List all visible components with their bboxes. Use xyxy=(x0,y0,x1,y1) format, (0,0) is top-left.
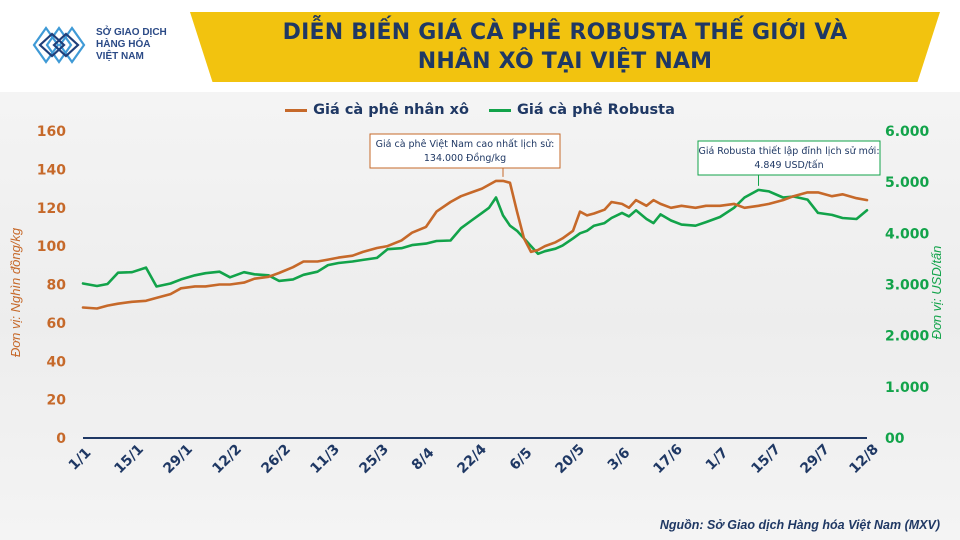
x-tick-label: 8/4 xyxy=(409,445,438,474)
x-tick-label: 26/2 xyxy=(258,441,294,477)
x-tick-label: 20/5 xyxy=(552,441,588,477)
y-right-tick-label: 6.000 xyxy=(885,124,930,140)
mxv-logo: SỞ GIAO DỊCH HÀNG HÓA VIỆT NAM xyxy=(8,12,190,78)
annotation-domestic-peak-line-1: Giá cà phê Việt Nam cao nhất lịch sử: xyxy=(376,139,555,150)
legend-swatch-orange xyxy=(285,108,308,112)
logo-line-2: HÀNG HÓA xyxy=(96,39,151,50)
annotation-domestic-peak-box xyxy=(369,133,561,169)
logo-mark-icon xyxy=(32,26,86,64)
y-left-tick-label: 100 xyxy=(37,239,66,255)
y-left-tick-label: 20 xyxy=(47,393,67,409)
y-right-axis-label: Đơn vị: USD/tấn xyxy=(929,246,944,340)
title-banner: DIỄN BIẾN GIÁ CÀ PHÊ ROBUSTA THẾ GIỚI VÀ… xyxy=(190,12,940,82)
y-right-tick-label: 3.000 xyxy=(885,278,930,294)
x-tick-label: 29/1 xyxy=(160,441,196,477)
y-left-tick-label: 140 xyxy=(37,162,66,178)
annotation-domestic-peak-line-2: 134.000 Đồng/kg xyxy=(424,153,506,164)
y-left-tick-label: 0 xyxy=(56,431,66,447)
legend: Giá cà phê nhân xô Giá cà phê Robusta xyxy=(0,99,960,121)
y-left-tick-label: 80 xyxy=(47,278,67,294)
source-note: Nguồn: Sở Giao dịch Hàng hóa Việt Nam (M… xyxy=(659,518,940,532)
legend-label-robusta: Giá cà phê Robusta xyxy=(516,102,675,118)
y-right-tick-label: 2.000 xyxy=(885,329,930,345)
annotation-robusta-peak-line-2: 4.849 USD/tấn xyxy=(754,160,823,171)
logo-line-1: SỞ GIAO DỊCH xyxy=(96,27,167,38)
x-tick-label: 15/1 xyxy=(111,441,147,477)
logo-text: SỞ GIAO DỊCH HÀNG HÓA VIỆT NAM xyxy=(96,27,167,63)
x-tick-label: 11/3 xyxy=(307,441,343,477)
x-tick-label: 17/6 xyxy=(650,441,686,477)
y-right-tick-label: 00 xyxy=(885,431,905,447)
x-tick-label: 12/8 xyxy=(846,441,882,477)
chart-title-line-1: DIỄN BIẾN GIÁ CÀ PHÊ ROBUSTA THẾ GIỚI VÀ xyxy=(282,20,848,45)
y-left-tick-label: 40 xyxy=(47,354,67,370)
x-tick-label: 22/4 xyxy=(454,441,490,477)
series-line-domestic xyxy=(81,179,869,310)
y-right-tick-label: 4.000 xyxy=(885,226,930,242)
x-tick-label: 1/7 xyxy=(703,445,732,474)
chart-title-line-2: NHÂN XÔ TẠI VIỆT NAM xyxy=(417,49,713,74)
series-line-robusta xyxy=(81,188,869,288)
legend-swatch-green xyxy=(488,108,511,112)
x-tick-label: 25/3 xyxy=(356,441,392,477)
legend-item-robusta: Giá cà phê Robusta xyxy=(488,99,675,121)
y-left-axis-label: Đơn vị: Nghìn đồng/kg xyxy=(8,227,23,357)
y-right-tick-label: 5.000 xyxy=(885,175,930,191)
x-tick-label: 6/5 xyxy=(507,445,536,474)
annotation-robusta-peak-line-1: Giá Robusta thiết lập đỉnh lịch sử mới: xyxy=(698,146,879,157)
x-tick-label: 29/7 xyxy=(797,441,833,477)
x-tick-label: 15/7 xyxy=(748,441,784,477)
annotation-robusta-peak-box xyxy=(697,140,881,176)
legend-item-domestic: Giá cà phê nhân xô xyxy=(285,99,469,121)
y-left-tick-label: 160 xyxy=(37,124,66,140)
x-tick-label: 1/1 xyxy=(66,445,95,474)
y-left-tick-label: 120 xyxy=(37,201,66,217)
y-right-tick-label: 1.000 xyxy=(885,380,930,396)
logo-line-3: VIỆT NAM xyxy=(96,51,144,62)
legend-label-domestic: Giá cà phê nhân xô xyxy=(313,102,469,118)
x-tick-label: 3/6 xyxy=(605,445,634,474)
x-tick-label: 12/2 xyxy=(209,441,245,477)
y-left-tick-label: 60 xyxy=(47,316,67,332)
